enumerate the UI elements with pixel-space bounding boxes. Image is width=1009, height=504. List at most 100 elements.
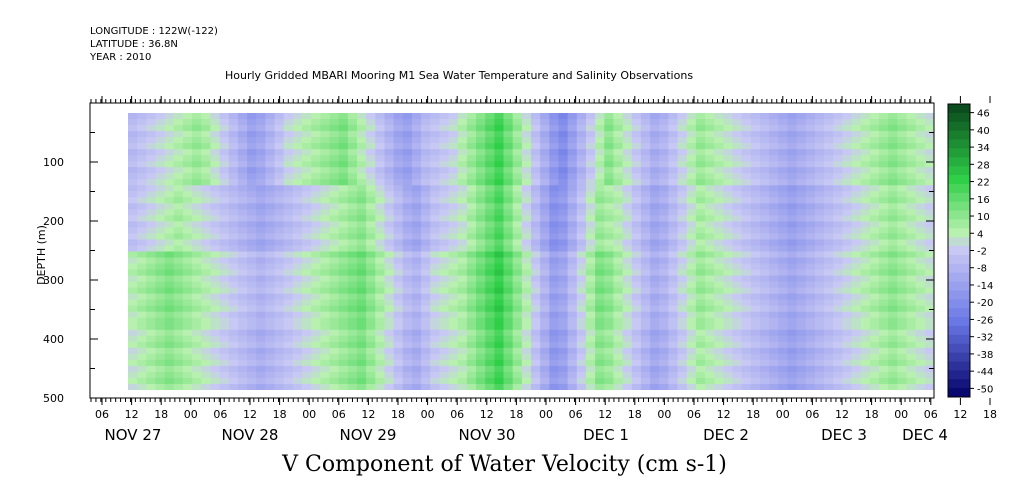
heat-cell (302, 245, 312, 253)
heat-cell (338, 323, 349, 331)
heat-cell (164, 365, 175, 373)
heat-cell (650, 185, 660, 192)
heat-cell (567, 191, 578, 198)
heat-cell (531, 305, 541, 313)
heat-cell (283, 347, 294, 355)
heat-cell (585, 179, 596, 186)
heat-cell (705, 113, 715, 120)
heat-cell (695, 305, 706, 313)
heat-cell (292, 341, 303, 349)
heat-cell (384, 221, 395, 229)
heat-cell (192, 149, 202, 156)
heat-cell (201, 311, 212, 319)
heat-cell (585, 251, 596, 259)
heat-cell (393, 227, 404, 235)
heat-cell (237, 179, 248, 186)
heat-cell (595, 203, 605, 210)
heat-cell (311, 305, 321, 313)
heat-cell (805, 227, 816, 235)
heat-cell (448, 233, 459, 241)
heat-cell (311, 215, 321, 222)
heat-cell (402, 179, 413, 186)
heat-cell (512, 161, 523, 168)
heat-cell (503, 299, 514, 307)
heat-cell (915, 149, 926, 156)
heat-cell (402, 137, 413, 144)
heat-cell (695, 161, 706, 168)
heat-cell (695, 317, 706, 325)
heat-cell (595, 173, 605, 180)
heat-cell (164, 245, 175, 253)
heat-cell (906, 215, 917, 222)
heat-cell (201, 155, 212, 162)
heat-cell (485, 167, 495, 174)
heat-cell (210, 221, 221, 229)
heat-cell (485, 353, 495, 361)
heat-cell (860, 227, 871, 235)
heat-cell (824, 161, 834, 168)
heat-cell (531, 275, 541, 283)
heat-cell (182, 227, 193, 235)
heat-cell (869, 167, 880, 174)
heat-cell (558, 155, 569, 162)
heat-cell (668, 365, 679, 373)
heat-cell (677, 161, 688, 168)
heat-cell (714, 155, 724, 162)
heat-cell (476, 257, 486, 265)
heat-cell (531, 149, 541, 156)
heat-cell (384, 203, 395, 210)
heat-cell (283, 167, 294, 174)
heat-cell (787, 377, 798, 385)
heat-cell (659, 125, 669, 132)
heat-cell (274, 275, 285, 283)
heat-cell (732, 239, 743, 247)
heat-cell (860, 197, 871, 204)
heat-cell (411, 287, 422, 295)
heat-cell (805, 209, 816, 216)
heat-cell (677, 125, 688, 132)
heat-cell (778, 359, 789, 367)
heat-cell (759, 305, 770, 313)
heat-cell (567, 137, 578, 144)
heat-cell (732, 377, 743, 385)
heat-cell (146, 293, 157, 301)
x-hour-tick-label: 06 (450, 408, 464, 421)
heat-cell (796, 221, 807, 229)
heat-cell (549, 239, 560, 247)
heat-cell (210, 341, 221, 349)
heat-cell (228, 125, 239, 132)
heat-cell (778, 155, 789, 162)
heat-cell (714, 233, 724, 241)
heat-cell (824, 185, 834, 192)
heat-cell (247, 287, 257, 295)
heat-cell (915, 137, 926, 144)
heat-cell (476, 119, 486, 126)
heat-cell (686, 149, 697, 156)
heat-cell (879, 185, 889, 192)
heat-cell (329, 281, 340, 289)
heat-cell (668, 251, 679, 259)
heat-cell (668, 131, 679, 138)
heat-cell (448, 143, 459, 150)
heat-cell (366, 221, 376, 229)
heat-cell (375, 179, 386, 186)
heat-cell (265, 359, 276, 367)
heat-cell (695, 125, 706, 132)
heat-cell (741, 167, 752, 174)
heat-cell (732, 329, 743, 337)
heat-cell (677, 305, 688, 313)
heat-cell (274, 185, 285, 192)
heat-cell (714, 119, 724, 126)
heat-cell (210, 377, 221, 385)
colorbar-swatch (948, 272, 970, 283)
heat-cell (814, 287, 825, 295)
heat-cell (759, 119, 770, 126)
heat-cell (283, 299, 294, 307)
heat-cell (879, 113, 889, 120)
heat-cell (631, 179, 642, 186)
heat-cell (659, 269, 669, 277)
heat-cell (668, 311, 679, 319)
heat-cell (833, 179, 844, 186)
heat-cell (182, 353, 193, 361)
heat-cell (393, 323, 404, 331)
